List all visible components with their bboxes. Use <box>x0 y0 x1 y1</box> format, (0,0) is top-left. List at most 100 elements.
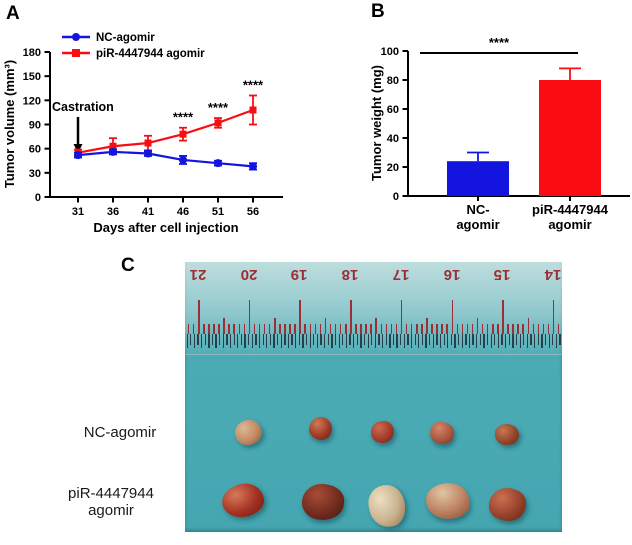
legend-label: piR-4447944 agomir <box>96 48 205 60</box>
ruler: 21 20 19 18 17 16 15 14 <box>185 262 562 355</box>
legend-marker-square <box>72 49 80 57</box>
ruler-edge-tick <box>367 334 369 348</box>
y-tick-label: 80 <box>387 75 399 87</box>
ruler-tick <box>294 324 296 334</box>
data-point <box>144 139 152 147</box>
ruler-tick <box>258 324 261 334</box>
tumor-specimen <box>423 480 473 522</box>
ruler-tick <box>345 324 347 334</box>
ruler-tick <box>476 318 479 334</box>
ruler-tick <box>451 300 453 334</box>
ruler-edge-tick <box>258 334 261 348</box>
ruler-edge-tick <box>389 334 391 348</box>
ruler-edge-tick <box>356 334 358 345</box>
x-axis-title: Days after cell injection <box>93 220 238 235</box>
ruler-edge-tick <box>302 334 304 348</box>
ruler-edge-tick <box>266 334 268 348</box>
x-category-label: NC- <box>466 202 489 217</box>
ruler-tick <box>426 318 428 334</box>
ruler-edge-tick <box>414 334 416 345</box>
ruler-tick <box>329 324 332 334</box>
ruler-number: 19 <box>291 266 308 283</box>
ruler-edge-tick <box>472 334 474 345</box>
y-axis-title: Tumor weight (mg) <box>370 65 384 181</box>
series-line <box>77 108 254 154</box>
ruler-edge-tick <box>429 334 431 345</box>
ruler-tick <box>471 324 474 334</box>
ruler-edge-tick <box>385 334 387 345</box>
ruler-tick <box>299 300 301 334</box>
ruler-edge-tick <box>305 334 308 345</box>
ruler-number: 18 <box>341 266 359 283</box>
ruler-tick <box>461 324 464 334</box>
ruler-edge-tick <box>523 334 525 345</box>
ruler-tick <box>486 324 489 334</box>
ruler-edge-tick <box>515 334 518 345</box>
y-tick-label: 0 <box>393 191 399 203</box>
ruler-edge-tick <box>211 334 214 345</box>
ruler-tick <box>537 324 540 334</box>
ruler-edge-tick <box>407 334 409 345</box>
ruler-tick <box>400 300 403 334</box>
row-label-pir-line1: piR-4447944 <box>68 485 154 502</box>
ruler-tick <box>512 324 514 334</box>
ruler-edge-tick <box>486 334 489 345</box>
ruler-edge-tick <box>237 334 239 348</box>
ruler-tick <box>552 300 555 334</box>
y-tick-label: 180 <box>23 47 41 59</box>
ruler-edge-tick <box>248 334 250 345</box>
data-point <box>179 130 187 138</box>
ruler-tick <box>289 324 291 334</box>
ruler-edge-tick <box>229 334 232 348</box>
ruler-tick <box>421 324 423 334</box>
ruler-edge-tick <box>461 334 463 348</box>
ruler-tick <box>192 324 195 334</box>
ruler-edge-tick <box>363 334 366 345</box>
ruler-edge-tick <box>552 334 554 345</box>
ruler-edge-tick <box>548 334 550 348</box>
ruler-tick <box>238 324 241 334</box>
ruler-edge-tick <box>186 334 188 348</box>
data-point <box>249 162 257 171</box>
ruler-edge-tick <box>316 334 319 348</box>
ruler-tick <box>557 324 560 334</box>
ruler-edge-tick <box>331 334 333 348</box>
ruler-edge-tick <box>381 334 384 348</box>
y-tick-label: 30 <box>29 168 41 180</box>
ruler-edge-tick <box>309 334 311 348</box>
ruler-tick <box>334 324 337 334</box>
panel-b-label: B <box>371 1 385 22</box>
ruler-edge-tick <box>280 334 282 348</box>
x-category-label: agomir <box>548 217 591 232</box>
tumor-specimen <box>219 480 267 520</box>
ruler-edge-tick <box>277 334 279 345</box>
ruler-edge-tick <box>447 334 449 348</box>
x-tick-label: 36 <box>107 206 119 218</box>
ruler-edge-tick <box>255 334 257 345</box>
ruler-edge-tick <box>215 334 217 348</box>
ruler-tick <box>395 324 398 334</box>
ruler-edge-tick <box>208 334 210 348</box>
ruler-tick <box>324 318 327 334</box>
ruler-edge-tick <box>439 334 442 348</box>
tumor-specimen <box>428 420 456 446</box>
y-tick-label: 100 <box>381 46 399 58</box>
data-point <box>179 155 187 164</box>
ruler-edge-tick <box>519 334 521 348</box>
ruler-edge-tick <box>360 334 362 348</box>
ruler-tick <box>385 324 388 334</box>
ruler-tick <box>213 324 215 334</box>
ruler-edge-tick <box>392 334 395 345</box>
ruler-tick <box>446 324 448 334</box>
data-point <box>109 142 117 150</box>
ruler-edge-tick <box>501 334 503 345</box>
x-tick-label: 51 <box>212 206 224 218</box>
ruler-tick <box>375 318 377 334</box>
data-point <box>249 106 257 114</box>
ruler-edge-tick <box>313 334 315 345</box>
ruler-edge-tick <box>400 334 402 345</box>
ruler-tick <box>410 324 413 334</box>
ruler-edge-tick <box>233 334 235 345</box>
ruler-edge-tick <box>465 334 467 345</box>
